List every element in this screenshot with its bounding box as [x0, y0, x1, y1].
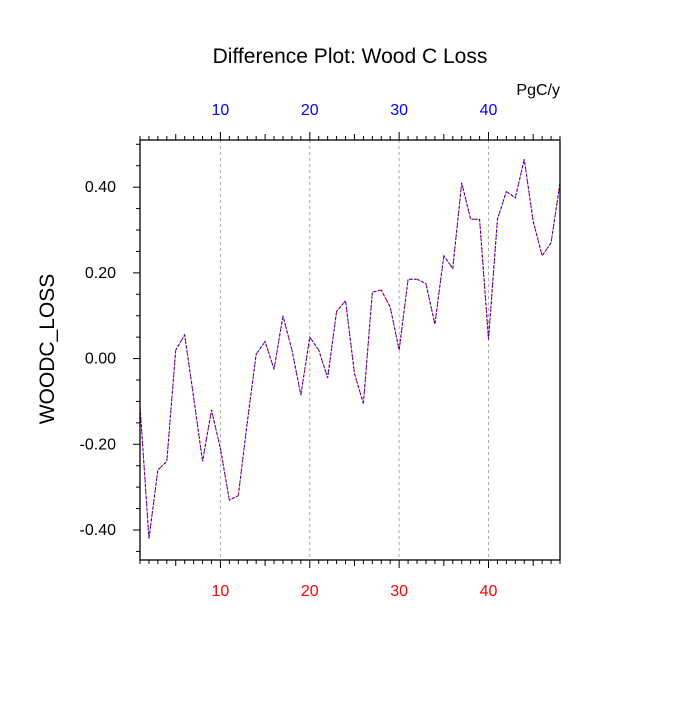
axis-layer: 10 10 20 20 30 30 40 40 -0.40 -0.20 0.00 0.20 0.40	[80, 102, 561, 600]
y-tick-label: 0.20	[85, 265, 116, 282]
units-label: PgC/y	[516, 82, 560, 99]
y-axis-label: WOODC_LOSS	[36, 274, 59, 425]
series-line-2	[139, 159, 561, 539]
x-tick-label-bottom: 10	[212, 583, 230, 600]
y-tick-label: -0.20	[80, 436, 117, 453]
chart-title: Difference Plot: Wood C Loss	[213, 45, 488, 68]
x-tick-label-bottom: 20	[301, 583, 319, 600]
x-tick-label-bottom: 40	[480, 583, 498, 600]
x-tick-label-top: 20	[301, 102, 319, 119]
x-tick-label-bottom: 30	[390, 583, 408, 600]
grid-layer	[219, 140, 490, 560]
series-line-1	[139, 159, 561, 539]
x-tick-label-top: 40	[480, 102, 498, 119]
y-tick-label: 0.40	[85, 179, 116, 196]
series-layer	[139, 159, 561, 539]
y-tick-label: -0.40	[80, 522, 117, 539]
x-tick-label-top: 30	[390, 102, 408, 119]
y-tick-label: 0.00	[85, 351, 116, 368]
plot-frame	[139, 139, 561, 561]
x-tick-label-top: 10	[212, 102, 230, 119]
